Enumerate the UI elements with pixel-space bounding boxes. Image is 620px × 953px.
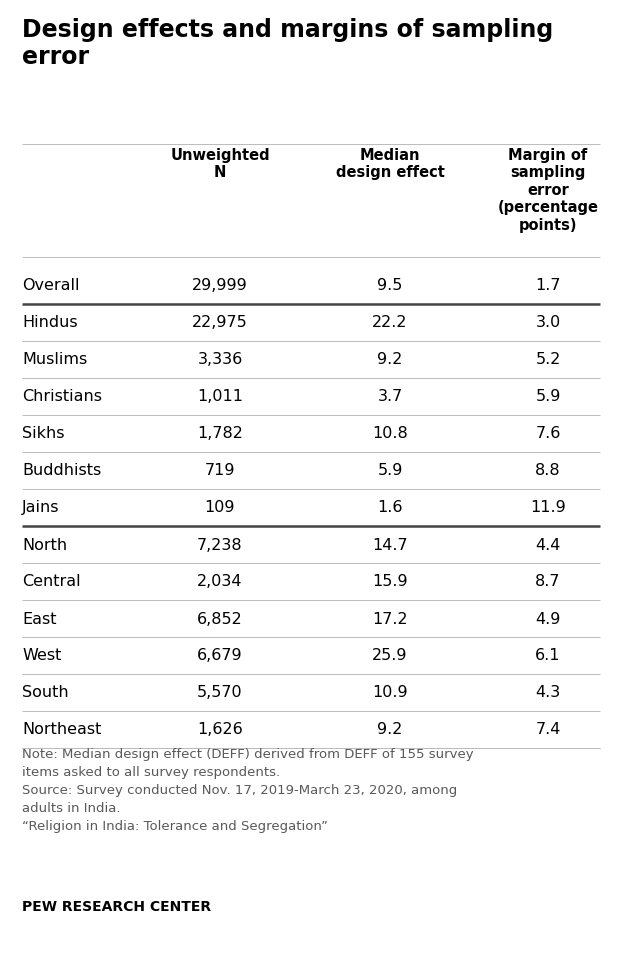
Text: 3.0: 3.0 xyxy=(536,315,560,330)
Text: 5.2: 5.2 xyxy=(535,352,560,367)
Text: 5.9: 5.9 xyxy=(378,463,402,478)
Text: 10.8: 10.8 xyxy=(372,426,408,441)
Text: 14.7: 14.7 xyxy=(372,537,408,552)
Text: Christians: Christians xyxy=(22,389,102,404)
Text: 17.2: 17.2 xyxy=(372,611,408,626)
Text: 29,999: 29,999 xyxy=(192,278,248,294)
Text: 1,011: 1,011 xyxy=(197,389,243,404)
Text: 8.7: 8.7 xyxy=(535,574,560,589)
Text: 719: 719 xyxy=(205,463,235,478)
Text: Unweighted
N: Unweighted N xyxy=(170,148,270,180)
Text: 25.9: 25.9 xyxy=(372,648,408,662)
Text: 15.9: 15.9 xyxy=(372,574,408,589)
Text: 109: 109 xyxy=(205,500,235,515)
Text: 1,626: 1,626 xyxy=(197,721,243,737)
Text: 4.4: 4.4 xyxy=(535,537,560,552)
Text: 2,034: 2,034 xyxy=(197,574,243,589)
Text: 1.7: 1.7 xyxy=(535,278,560,294)
Text: 7.4: 7.4 xyxy=(535,721,560,737)
Text: Sikhs: Sikhs xyxy=(22,426,64,441)
Text: 6.1: 6.1 xyxy=(535,648,560,662)
Text: 3,336: 3,336 xyxy=(197,352,242,367)
Text: 9.2: 9.2 xyxy=(378,721,402,737)
Text: Overall: Overall xyxy=(22,278,79,294)
Text: North: North xyxy=(22,537,67,552)
Text: 5.9: 5.9 xyxy=(535,389,560,404)
Text: 9.5: 9.5 xyxy=(378,278,402,294)
Text: “Religion in India: Tolerance and Segregation”: “Religion in India: Tolerance and Segreg… xyxy=(22,820,328,832)
Text: 7,238: 7,238 xyxy=(197,537,243,552)
Text: Design effects and margins of sampling
error: Design effects and margins of sampling e… xyxy=(22,18,553,69)
Text: items asked to all survey respondents.: items asked to all survey respondents. xyxy=(22,765,280,779)
Text: West: West xyxy=(22,648,61,662)
Text: Buddhists: Buddhists xyxy=(22,463,101,478)
Text: PEW RESEARCH CENTER: PEW RESEARCH CENTER xyxy=(22,899,211,913)
Text: 6,679: 6,679 xyxy=(197,648,243,662)
Text: 22.2: 22.2 xyxy=(372,315,408,330)
Text: Median
design effect: Median design effect xyxy=(335,148,445,180)
Text: Note: Median design effect (DEFF) derived from DEFF of 155 survey: Note: Median design effect (DEFF) derive… xyxy=(22,747,474,760)
Text: Northeast: Northeast xyxy=(22,721,102,737)
Text: 5,570: 5,570 xyxy=(197,685,243,700)
Text: 6,852: 6,852 xyxy=(197,611,243,626)
Text: 1,782: 1,782 xyxy=(197,426,243,441)
Text: 4.3: 4.3 xyxy=(536,685,560,700)
Text: 22,975: 22,975 xyxy=(192,315,248,330)
Text: 7.6: 7.6 xyxy=(535,426,560,441)
Text: adults in India.: adults in India. xyxy=(22,801,120,814)
Text: 10.9: 10.9 xyxy=(372,685,408,700)
Text: South: South xyxy=(22,685,69,700)
Text: 4.9: 4.9 xyxy=(535,611,560,626)
Text: East: East xyxy=(22,611,56,626)
Text: 3.7: 3.7 xyxy=(378,389,402,404)
Text: 9.2: 9.2 xyxy=(378,352,402,367)
Text: 1.6: 1.6 xyxy=(377,500,403,515)
Text: Central: Central xyxy=(22,574,81,589)
Text: Margin of
sampling
error
(percentage
points): Margin of sampling error (percentage poi… xyxy=(497,148,598,233)
Text: Muslims: Muslims xyxy=(22,352,87,367)
Text: 8.8: 8.8 xyxy=(535,463,561,478)
Text: 11.9: 11.9 xyxy=(530,500,566,515)
Text: Source: Survey conducted Nov. 17, 2019-March 23, 2020, among: Source: Survey conducted Nov. 17, 2019-M… xyxy=(22,783,458,796)
Text: Hindus: Hindus xyxy=(22,315,78,330)
Text: Jains: Jains xyxy=(22,500,60,515)
